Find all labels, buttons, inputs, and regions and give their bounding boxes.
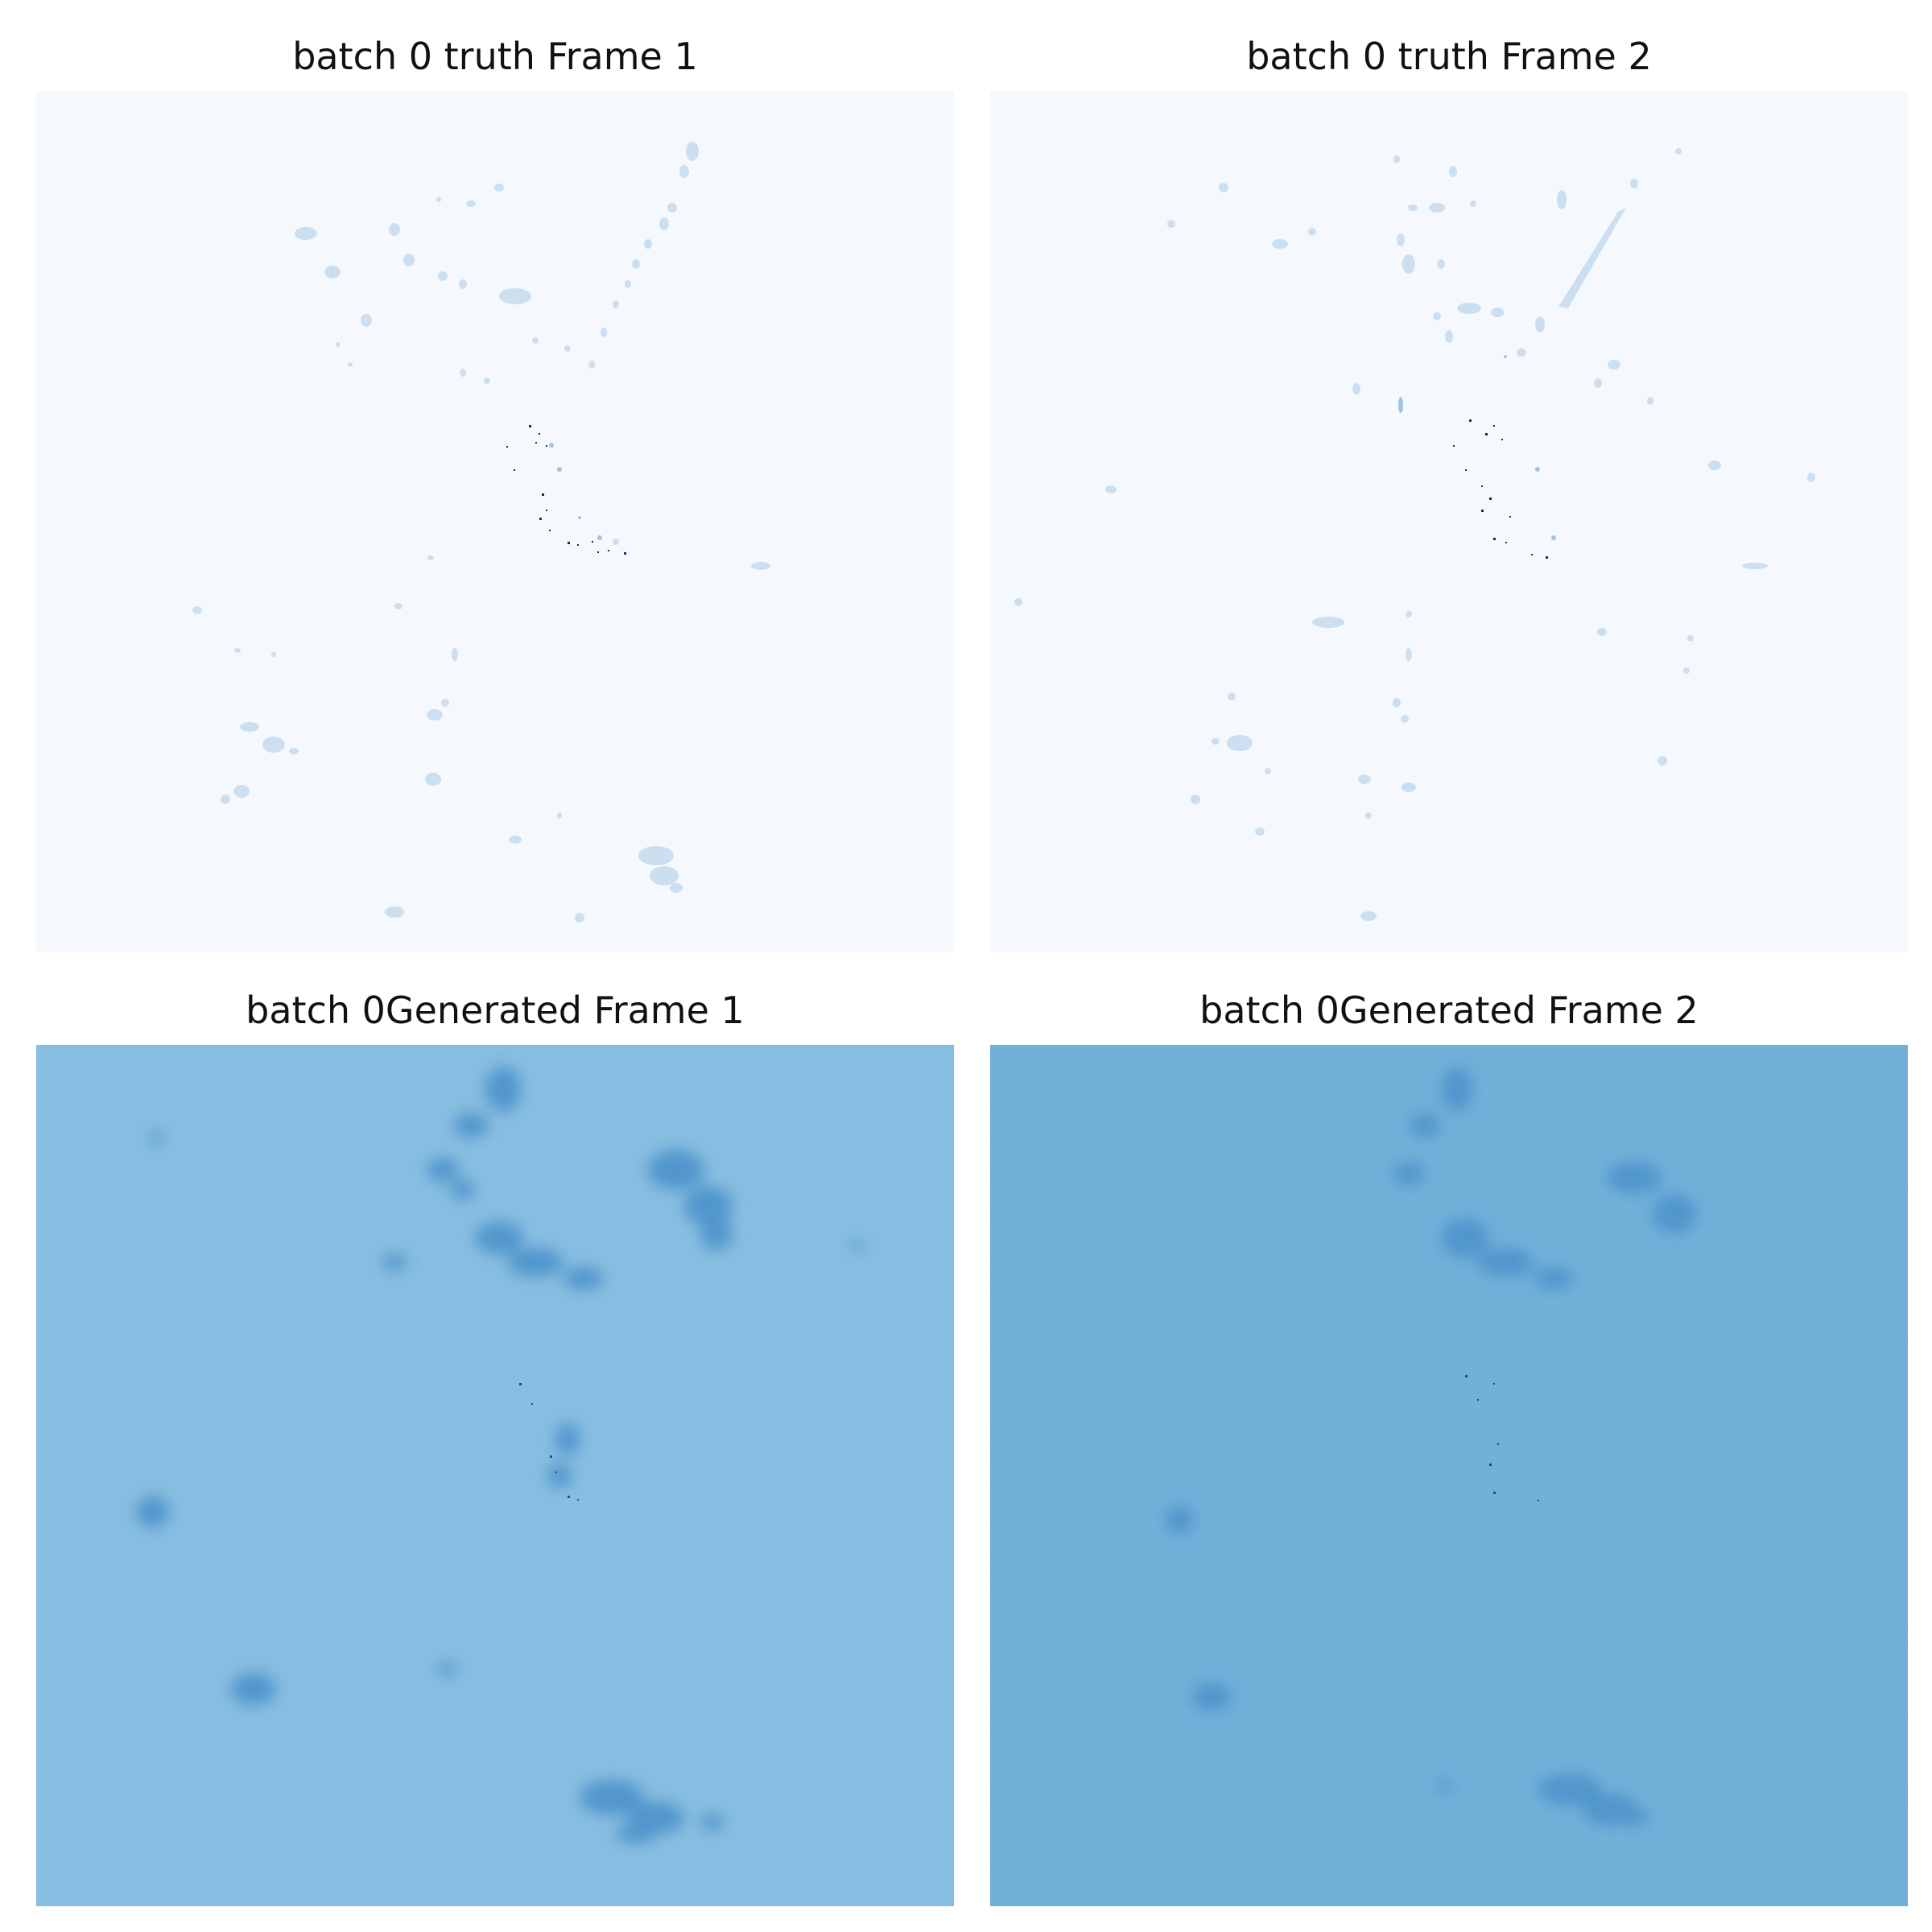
panel-title-truth-frame-2: batch 0 truth Frame 2: [1246, 35, 1652, 78]
panel-title-truth-frame-1: batch 0 truth Frame 1: [292, 35, 698, 78]
truth-frame-2-image: [990, 91, 1908, 952]
generated-frame-1-image: [36, 1045, 954, 1906]
generated-frame-2-image: [990, 1045, 1908, 1906]
panel-title-generated-frame-2: batch 0Generated Frame 2: [1199, 989, 1699, 1032]
panel-title-generated-frame-1: batch 0Generated Frame 1: [246, 989, 745, 1032]
truth-frame-1-image: [36, 91, 954, 952]
